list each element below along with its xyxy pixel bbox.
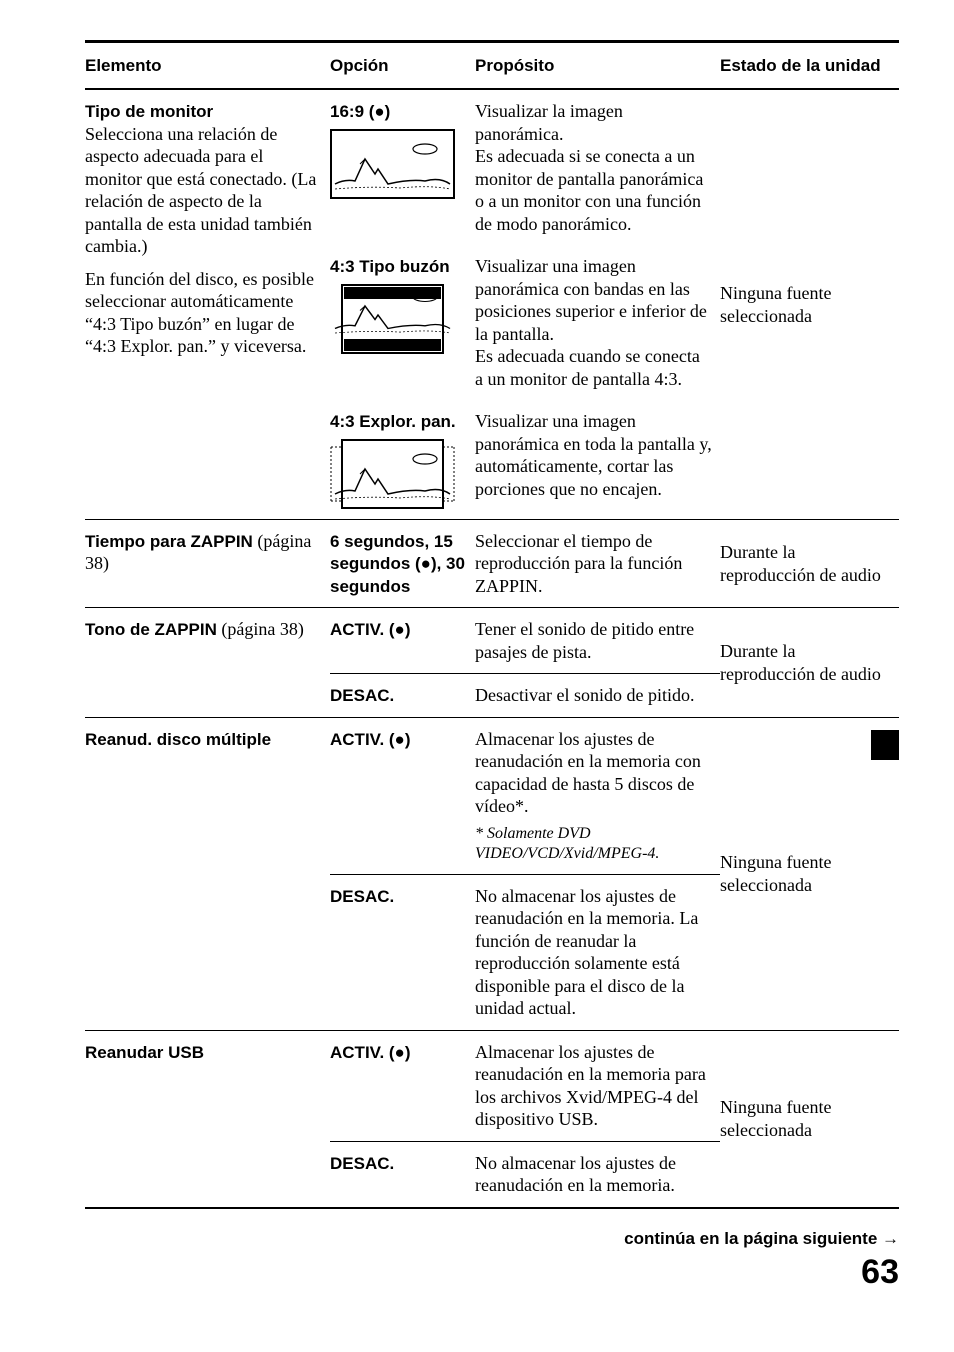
monitor-opt-letterbox: 4:3 Tipo buzón	[330, 257, 450, 276]
usb-title: Reanudar USB	[85, 1043, 204, 1062]
settings-table: Elemento Opción Propósito Estado de la u…	[85, 40, 899, 1209]
aspect-169-icon	[330, 129, 455, 199]
multi-disc-state: Ninguna fuente seleccionada	[720, 717, 899, 1030]
zappin-time-title: Tiempo para ZAPPIN	[85, 532, 253, 551]
monitor-purp2: Visualizar una imagen panorámica con ban…	[475, 245, 720, 400]
usb-purp1: Almacenar los ajustes de reanudación en …	[475, 1030, 720, 1141]
zappin-tone-state: Durante la reproducción de audio	[720, 608, 899, 718]
aspect-panscan-icon	[330, 439, 455, 509]
usb-purp2: No almacenar los ajustes de reanudación …	[475, 1141, 720, 1208]
monitor-opt-panscan: 4:3 Explor. pan.	[330, 412, 456, 431]
monitor-title: Tipo de monitor	[85, 102, 213, 121]
multi-disc-title: Reanud. disco múltiple	[85, 730, 271, 749]
page-number: 63	[85, 1251, 899, 1294]
zappin-tone-purp1: Tener el sonido de pitido entre pasajes …	[475, 608, 720, 674]
multi-disc-opt1: ACTIV. (●)	[330, 730, 410, 749]
multi-disc-purp1: Almacenar los ajustes de reanudación en …	[475, 729, 701, 817]
monitor-state: Ninguna fuente seleccionada	[720, 89, 899, 519]
header-opcion: Opción	[330, 42, 475, 90]
zappin-time-purp: Seleccionar el tiempo de reproducción pa…	[475, 519, 720, 608]
header-elemento: Elemento	[85, 42, 330, 90]
zappin-tone-title: Tono de ZAPPIN	[85, 620, 217, 639]
side-tab-marker	[871, 730, 899, 760]
zappin-tone-opt1: ACTIV. (●)	[330, 620, 410, 639]
monitor-desc2: En función del disco, es posible selecci…	[85, 269, 314, 357]
multi-disc-purp2: No almacenar los ajustes de reanudación …	[475, 874, 720, 1030]
zappin-time-state: Durante la reproducción de audio	[720, 519, 899, 608]
monitor-purp1: Visualizar la imagen panorámica. Es adec…	[475, 89, 720, 245]
page-footer: continúa en la página siguiente → 63	[85, 1227, 899, 1294]
zappin-time-opt: 6 segundos, 15 segundos (●), 30 segundos	[330, 532, 465, 596]
zappin-tone-opt2: DESAC.	[330, 686, 394, 705]
usb-state: Ninguna fuente seleccionada	[720, 1030, 899, 1208]
monitor-purp3: Visualizar una imagen panorámica en toda…	[475, 400, 720, 519]
multi-disc-note: * Solamente DVD VIDEO/VCD/Xvid/MPEG-4.	[475, 824, 712, 864]
aspect-letterbox-icon	[330, 284, 455, 354]
header-estado: Estado de la unidad	[720, 42, 899, 90]
usb-opt1: ACTIV. (●)	[330, 1043, 410, 1062]
zappin-tone-page: (página 38)	[221, 619, 303, 639]
monitor-desc1: Selecciona una relación de aspecto adecu…	[85, 124, 316, 257]
zappin-tone-purp2: Desactivar el sonido de pitido.	[475, 674, 720, 718]
monitor-opt-169: 16:9 (●)	[330, 102, 390, 121]
usb-opt2: DESAC.	[330, 1154, 394, 1173]
header-proposito: Propósito	[475, 42, 720, 90]
multi-disc-opt2: DESAC.	[330, 887, 394, 906]
continue-text: continúa en la página siguiente →	[624, 1229, 899, 1248]
